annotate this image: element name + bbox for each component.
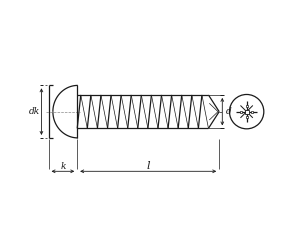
Bar <box>245 110 248 114</box>
Text: k: k <box>60 162 66 171</box>
Text: d: d <box>226 107 232 116</box>
Bar <box>245 105 248 108</box>
Text: dk: dk <box>28 107 40 116</box>
Bar <box>245 116 248 118</box>
Text: l: l <box>146 161 150 171</box>
Bar <box>251 111 253 113</box>
Bar <box>240 111 242 113</box>
